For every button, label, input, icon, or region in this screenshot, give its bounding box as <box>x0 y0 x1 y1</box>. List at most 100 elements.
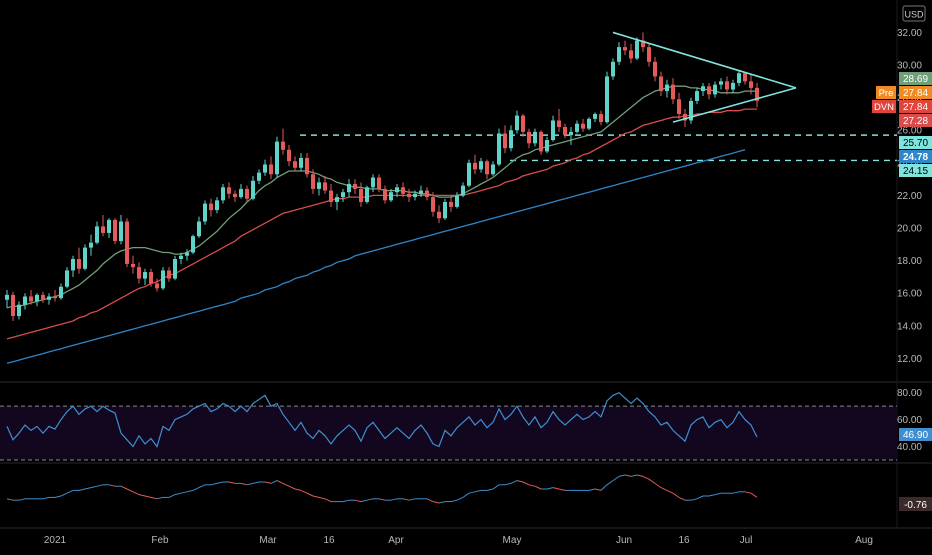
candle-body-down <box>521 115 525 132</box>
macd-segment <box>306 492 314 497</box>
macd-segment <box>666 489 674 494</box>
price-tick-label: 14.00 <box>897 321 922 332</box>
candle-body-up <box>497 133 501 165</box>
rsi-tick-label: 60.00 <box>897 415 922 426</box>
candle-body-up <box>395 187 399 193</box>
macd-segment <box>492 484 500 490</box>
macd-segment <box>150 496 158 500</box>
macd-segment <box>468 491 476 494</box>
candle-body-up <box>173 259 177 279</box>
candle-body-up <box>443 201 447 219</box>
price-label-pre-value: 27.84 <box>903 88 928 99</box>
symmetrical-triangle-drawing[interactable] <box>612 31 797 123</box>
macd-segment <box>438 501 446 504</box>
candle-body-up <box>545 140 549 152</box>
candle-body-up <box>479 161 483 170</box>
price-label-support2-text: 24.15 <box>903 166 928 177</box>
time-axis-ticks: 2021 Feb Mar 16 Apr May Jun 16 Jul Aug <box>44 535 873 546</box>
candle-body-down <box>539 131 543 152</box>
macd-segment <box>636 474 644 477</box>
macd-segment <box>318 496 326 500</box>
moving-average-layer <box>6 85 757 364</box>
macd-segment <box>366 498 374 501</box>
candle-body-down <box>401 187 405 194</box>
candle-body-down <box>641 40 645 48</box>
rsi-line <box>6 391 758 448</box>
macd-segment <box>96 484 104 487</box>
price-label-ma-long: 24.78 <box>899 150 932 163</box>
macd-segment <box>654 482 662 489</box>
candle-body-down <box>287 149 291 162</box>
candle-body-down <box>647 47 651 62</box>
candle-body-down <box>149 272 153 284</box>
candle-body-down <box>359 188 363 202</box>
time-tick-label: 16 <box>678 535 690 546</box>
macd-segment <box>378 498 386 501</box>
time-tick-label: May <box>503 535 522 546</box>
price-label-ma-long-text: 24.78 <box>903 152 928 163</box>
macd-segment <box>300 489 308 494</box>
candle-body-down <box>707 86 711 95</box>
candle-body-up <box>665 84 669 92</box>
candle-body-down <box>557 120 561 127</box>
price-label-support1: 25.70 <box>899 136 932 149</box>
time-tick-label: 16 <box>323 535 335 546</box>
candle-body-down <box>53 296 57 299</box>
macd-segment <box>186 489 194 493</box>
currency-badge[interactable]: USD <box>902 5 926 22</box>
candle-body-up <box>251 180 255 199</box>
macd-segment <box>648 478 656 484</box>
candle-body-up <box>89 242 93 248</box>
macd-segment <box>402 498 410 501</box>
time-tick-label: Feb <box>151 535 169 546</box>
triangle-lower-trendline[interactable] <box>672 87 797 123</box>
macd-segment <box>600 484 608 491</box>
triangle-upper-trendline[interactable] <box>612 31 797 89</box>
macd-segment <box>324 498 332 503</box>
candle-body-down <box>377 177 381 189</box>
candle-body-up <box>317 182 321 189</box>
candle-body-up <box>59 286 63 299</box>
candle-body-up <box>365 187 369 202</box>
candle-body-down <box>407 193 411 198</box>
macd-segment <box>264 481 272 484</box>
macd-segment <box>714 492 722 496</box>
macd-segment <box>192 487 200 491</box>
macd-segment <box>528 484 536 487</box>
macd-segment <box>246 482 254 486</box>
candle-body-down <box>437 211 441 219</box>
macd-segment <box>228 481 236 484</box>
candle-body-down <box>155 283 159 289</box>
candle-body-up <box>509 130 513 149</box>
macd-segment <box>660 487 668 491</box>
candle-body-down <box>11 294 15 317</box>
price-label-ma-mid: 27.28 <box>899 114 932 127</box>
candle-body-up <box>179 255 183 260</box>
macd-segment <box>672 492 680 498</box>
candle-body-up <box>731 82 735 90</box>
price-tick-label: 16.00 <box>897 289 922 300</box>
macd-segment <box>144 495 152 498</box>
price-label-ma-mid-text: 27.28 <box>903 116 928 127</box>
macd-segment <box>690 498 698 501</box>
macd-segment <box>534 485 542 490</box>
candle-body-up <box>551 120 555 141</box>
price-tick-label: 26.00 <box>897 126 922 137</box>
macd-segment <box>462 492 470 498</box>
macd-segment <box>630 474 638 477</box>
candle-body-up <box>587 118 591 129</box>
candle-body-up <box>347 184 351 193</box>
candle-body-up <box>191 236 195 253</box>
candle-body-up <box>23 296 27 305</box>
candle-body-down <box>167 270 171 279</box>
macd-segment <box>60 492 68 497</box>
macd-segment <box>180 491 188 494</box>
candle-body-down <box>41 294 45 300</box>
macd-segment <box>288 485 296 490</box>
macd-segment <box>42 496 50 500</box>
candle-body-down <box>503 133 507 149</box>
macd-segment <box>108 484 116 487</box>
candle-body-up <box>593 113 597 119</box>
candle-body-up <box>689 100 693 121</box>
